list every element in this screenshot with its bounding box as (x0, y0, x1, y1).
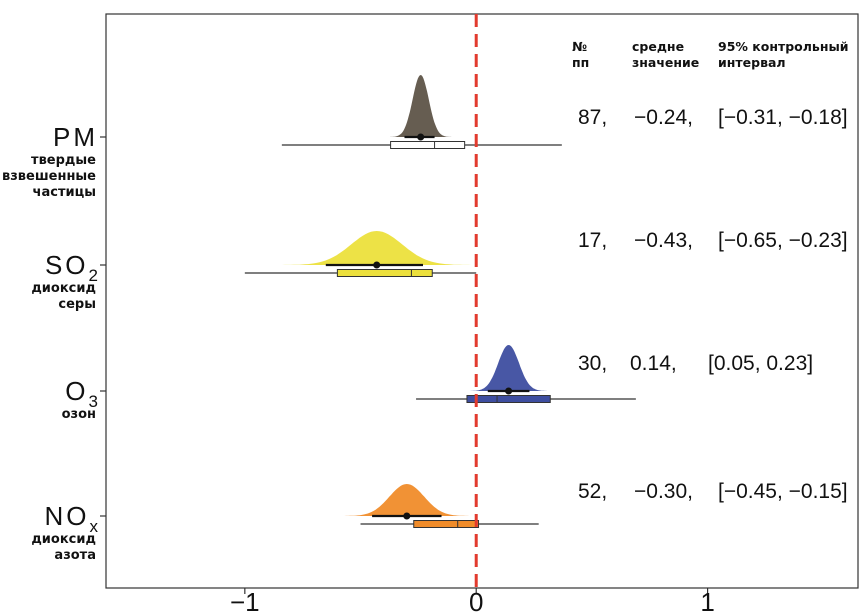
mean-point (505, 387, 513, 395)
n-value: 87, (578, 106, 607, 129)
mean-point (403, 512, 411, 520)
box (466, 395, 551, 403)
n-value: 52, (578, 480, 607, 503)
series-pm (281, 75, 562, 149)
x-axis: −1 0 1 (230, 587, 715, 613)
category-description: азота (54, 548, 96, 563)
series-so2 (244, 231, 492, 277)
category-description: частицы (33, 185, 96, 200)
header-mean-line1: средне (632, 39, 684, 54)
n-value: 17, (578, 229, 607, 252)
category-label: O3 (65, 376, 98, 411)
category-description: диоксид (31, 532, 96, 547)
ci-value: [−0.31, −0.18] (718, 106, 848, 129)
n-value: 30, (578, 352, 607, 375)
mean-point (373, 261, 381, 269)
x-tick-label: 1 (700, 587, 714, 613)
category-labels: PMтвердыевзвешенныечастицыSO2диоксидсеры… (2, 122, 106, 563)
series-o3 (416, 345, 636, 403)
category-description: диоксид (31, 281, 96, 296)
category-description: твердые (31, 153, 96, 168)
density-curve (384, 75, 458, 137)
category-main: O (65, 376, 88, 406)
header-ci-line1: 95% контрольный (718, 39, 849, 54)
header-n-line2: пп (572, 55, 589, 70)
mean-value: −0.43, (634, 229, 693, 252)
category-subscript: 3 (89, 392, 98, 411)
header-ci-line2: интервал (718, 55, 786, 70)
category-label: NOx (45, 501, 99, 536)
stats-table: № пп средне значение 95% контрольный инт… (572, 39, 849, 503)
header-n-line1: № (572, 39, 587, 54)
ci-value: [−0.45, −0.15] (718, 480, 848, 503)
category-subscript: 2 (89, 266, 98, 285)
box (336, 269, 433, 277)
mean-value: −0.24, (634, 106, 693, 129)
plot-area (105, 13, 859, 589)
category-main: NO (45, 501, 90, 531)
ci-value: [0.05, 0.23] (708, 352, 813, 375)
density-curve (262, 231, 492, 265)
box (413, 520, 480, 528)
category-main: SO (45, 250, 89, 280)
category-description: озон (62, 407, 96, 422)
category-main: PM (53, 122, 98, 152)
category-subscript: x (90, 517, 99, 536)
x-tick-label: 0 (469, 587, 483, 613)
category-description: взвешенные (2, 169, 96, 184)
category-label: PM (53, 122, 98, 152)
mean-point (417, 133, 425, 141)
ci-value: [−0.65, −0.23] (718, 229, 848, 252)
category-description: серы (58, 297, 96, 312)
density-curve (461, 345, 556, 391)
series-nox (328, 484, 539, 528)
series-layer (244, 75, 636, 528)
density-curve (328, 484, 485, 516)
category-label: SO2 (45, 250, 98, 285)
mean-value: 0.14, (630, 352, 677, 375)
box (390, 141, 466, 149)
mean-value: −0.30, (634, 480, 693, 503)
header-mean-line2: значение (632, 55, 699, 70)
x-tick-label: −1 (230, 587, 260, 613)
